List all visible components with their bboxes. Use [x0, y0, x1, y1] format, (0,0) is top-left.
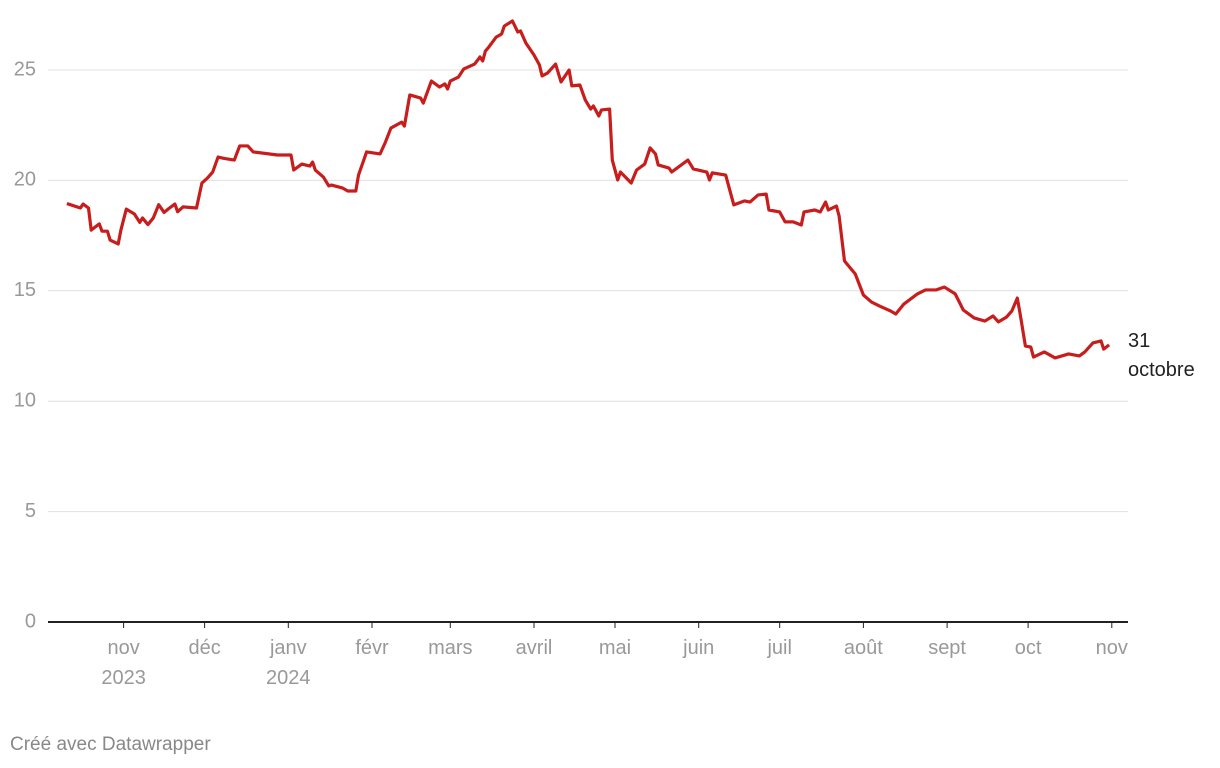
y-tick-label: 5: [25, 500, 36, 522]
x-tick-label-line: août: [844, 637, 883, 659]
annotation-line: octobre: [1128, 359, 1195, 381]
x-tick-label: mars: [428, 637, 472, 659]
y-tick-label: 15: [14, 279, 36, 301]
x-tick-label: juin: [682, 637, 714, 659]
x-tick-label-line: mai: [599, 637, 631, 659]
x-tick-label-line: sept: [928, 637, 966, 659]
annotation-line: 31: [1128, 330, 1150, 352]
x-tick-label: oct: [1015, 637, 1042, 659]
x-tick-label-line: juin: [682, 637, 714, 659]
x-tick-label: mai: [599, 637, 631, 659]
x-tick-label-line: juil: [766, 637, 791, 659]
x-tick-label-line: déc: [188, 637, 220, 659]
y-tick-label: 0: [25, 610, 36, 632]
x-tick-label-line: févr: [355, 637, 389, 659]
x-tick-label: avril: [516, 637, 553, 659]
x-tick-label-line: avril: [516, 637, 553, 659]
annotation: 31 octobre: [1128, 330, 1195, 381]
x-tick-label-line: oct: [1015, 637, 1042, 659]
credit: Créé avec Datawrapper: [10, 734, 211, 755]
x-tick-label: sept: [928, 637, 966, 659]
x-tick-label-line: mars: [428, 637, 472, 659]
y-tick-label: 10: [14, 389, 36, 411]
x-tick-label: nov: [1096, 637, 1128, 659]
x-tick-label: juil: [766, 637, 791, 659]
x-tick-label: août: [844, 637, 883, 659]
x-tick-label-line: nov: [1096, 637, 1128, 659]
y-tick-label: 20: [14, 169, 36, 191]
x-tick-label-line: 2024: [266, 667, 311, 689]
x-tick-label-line: janv: [269, 637, 307, 659]
line: [66, 19, 1111, 360]
x-tick-label: déc: [188, 637, 220, 659]
x-tick-label-line: nov: [107, 637, 139, 659]
x-tick-label: nov 2023: [101, 637, 146, 689]
x-tick-label: janv 2024: [266, 637, 311, 689]
x-tick-label: févr: [355, 637, 389, 659]
y-tick-label: 25: [14, 58, 36, 80]
x-tick-label-line: 2023: [101, 667, 146, 689]
